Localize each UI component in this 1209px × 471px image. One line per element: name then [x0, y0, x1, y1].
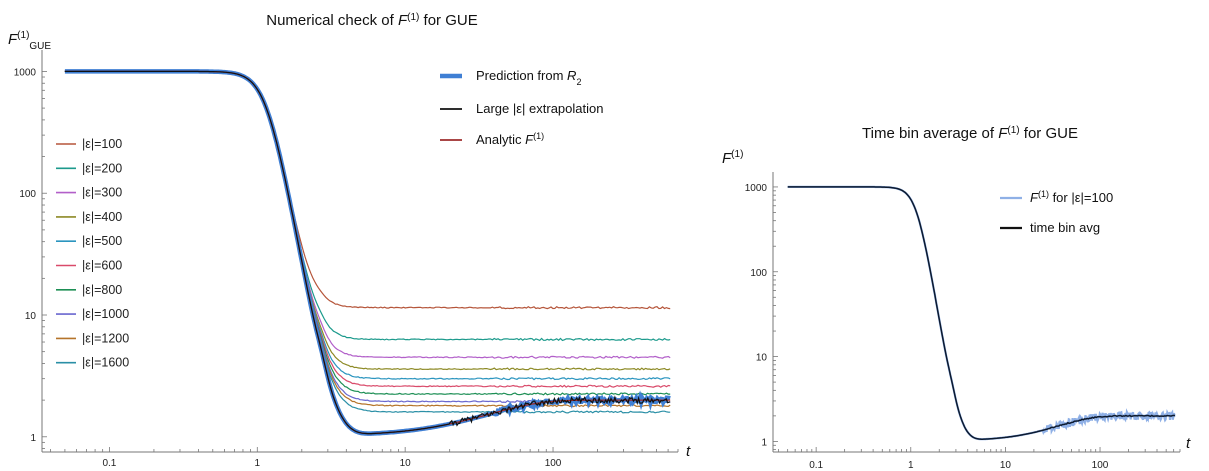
x-tick-label: 0.1	[809, 460, 823, 471]
y-tick-label: 100	[19, 189, 36, 200]
y-tick-label: 10	[25, 311, 37, 322]
x-axis-label: t	[686, 443, 691, 460]
series-legend-label: |ε|=200	[82, 161, 122, 175]
x-tick-label: 100	[1092, 460, 1109, 471]
y-tick-label: 1	[30, 433, 36, 444]
extrapolation-line	[64, 70, 671, 435]
x-tick-label: 10	[400, 458, 412, 469]
legend-label: F(1) for |ε|=100	[1030, 189, 1113, 205]
x-tick-label: 100	[545, 458, 562, 469]
series-legend-label: |ε|=100	[82, 137, 122, 151]
x-tick-label: 0.1	[102, 458, 116, 469]
legend-label: time bin avg	[1030, 220, 1100, 235]
y-axis-label: F(1)	[722, 149, 743, 167]
chart-time-bin-average: 0.1 1 10 100 1 10 100 1000 Time bin average of F…	[722, 125, 1191, 471]
y-tick-label: 1000	[745, 183, 768, 194]
series-legend-label: |ε|=400	[82, 210, 122, 224]
series-line-10	[64, 70, 671, 414]
y-axis-label: F(1)GUE	[8, 30, 51, 52]
series-legend-label: |ε|=600	[82, 259, 122, 273]
series-legend: |ε|=100 |ε|=200 |ε|=300 |ε|=400 |ε|=500 |ε|=6…	[56, 137, 129, 370]
x-tick-label: 1	[908, 460, 914, 471]
series-line-7	[64, 70, 671, 396]
series-legend-label: |ε|=1200	[82, 331, 129, 345]
x-tick-label: 10	[1000, 460, 1012, 471]
y-tick-label: 1000	[14, 67, 37, 78]
bin-average-line	[787, 186, 1176, 440]
series-legend-label: |ε|=1600	[82, 356, 129, 370]
series-line-8	[64, 70, 671, 404]
y-tick-label: 1	[761, 437, 767, 448]
series-line-4	[64, 70, 671, 371]
x-tick-label: 1	[255, 458, 261, 469]
series-legend-label: |ε|=1000	[82, 307, 129, 321]
series-line-5	[64, 70, 671, 381]
legend-label: Large |ε| extrapolation	[476, 101, 603, 116]
raw-series-line	[787, 185, 1176, 441]
x-axis-label: t	[1186, 435, 1191, 452]
chart-title: Time bin average of F(1) for GUE	[862, 125, 1078, 143]
y-tick-label: 10	[756, 353, 768, 364]
series-legend-label: |ε|=500	[82, 234, 122, 248]
legend: F(1) for |ε|=100 time bin avg	[1000, 189, 1113, 235]
chart-numerical-check: 0.1 1 10 100 1 10 100 1000 Numerical check of F(…	[8, 12, 691, 470]
y-tick-label: 100	[750, 268, 767, 279]
legend-label: Prediction from R2	[476, 68, 581, 87]
series-legend-label: |ε|=800	[82, 283, 122, 297]
chart-title: Numerical check of F(1) for GUE	[266, 12, 477, 30]
series-legend-label: |ε|=300	[82, 186, 122, 200]
legend-label: Analytic F(1)	[476, 131, 544, 147]
main-legend: Prediction from R2 Large |ε| extrapolatio…	[440, 68, 603, 147]
